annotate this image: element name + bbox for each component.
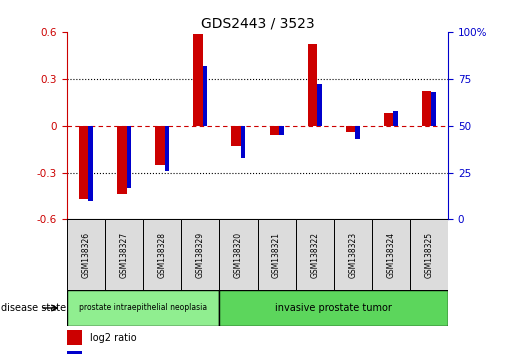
Bar (117, 126, 127, 194)
Text: GSM138329: GSM138329 (196, 232, 205, 278)
Bar (165, 126, 169, 171)
Text: GSM138321: GSM138321 (272, 232, 281, 278)
Bar (372, 219, 410, 290)
Bar (67, 219, 105, 290)
Bar (127, 126, 131, 188)
Bar (67, 330, 82, 345)
Text: GSM138320: GSM138320 (234, 232, 243, 278)
Bar (432, 92, 436, 126)
Bar (219, 219, 258, 290)
Bar (296, 219, 334, 290)
Text: prostate intraepithelial neoplasia: prostate intraepithelial neoplasia (79, 303, 207, 313)
Text: GSM138326: GSM138326 (81, 232, 91, 278)
Text: GSM138324: GSM138324 (386, 232, 396, 278)
Bar (79, 126, 89, 199)
Bar (67, 290, 219, 326)
Bar (346, 126, 355, 132)
Text: disease state: disease state (1, 303, 65, 313)
Bar (241, 126, 246, 158)
Bar (143, 219, 181, 290)
Bar (279, 126, 284, 135)
Bar (410, 219, 448, 290)
Text: GSM138325: GSM138325 (424, 232, 434, 278)
Bar (105, 219, 143, 290)
Bar (422, 91, 432, 126)
Bar (231, 126, 241, 146)
Bar (384, 113, 393, 126)
Bar (258, 219, 296, 290)
Title: GDS2443 / 3523: GDS2443 / 3523 (201, 17, 314, 31)
Bar (393, 111, 398, 126)
Bar (89, 126, 93, 201)
Bar (67, 351, 82, 354)
Bar (193, 34, 203, 126)
Bar (181, 219, 219, 290)
Text: log2 ratio: log2 ratio (90, 332, 136, 343)
Bar (334, 219, 372, 290)
Bar (155, 126, 165, 165)
Text: invasive prostate tumor: invasive prostate tumor (276, 303, 392, 313)
Bar (219, 290, 448, 326)
Text: GSM138327: GSM138327 (119, 232, 129, 278)
Bar (317, 84, 322, 126)
Text: GSM138328: GSM138328 (158, 232, 167, 278)
Bar (203, 65, 208, 126)
Bar (269, 126, 279, 135)
Bar (355, 126, 360, 139)
Text: GSM138322: GSM138322 (310, 232, 319, 278)
Text: GSM138323: GSM138323 (348, 232, 357, 278)
Bar (307, 44, 317, 126)
